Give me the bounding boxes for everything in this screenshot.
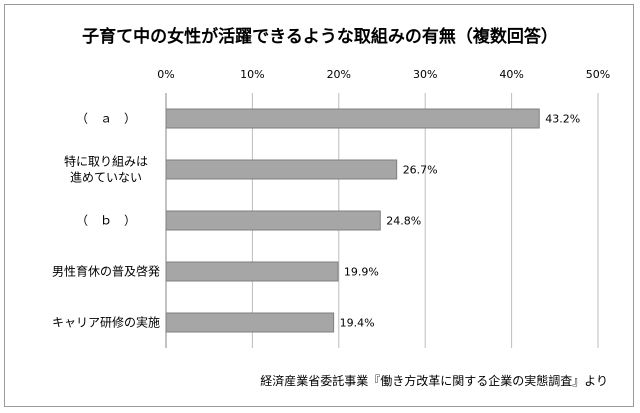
chart-frame <box>4 4 634 407</box>
category-label-1-line-0: 特に取り組みは <box>64 154 148 169</box>
value-label-0: 43.2% <box>545 113 580 126</box>
value-label-3: 19.9% <box>344 266 379 279</box>
category-label-4: キャリア研修の実施 <box>52 315 160 330</box>
source-note: 経済産業省委託事業『働き方改革に関する企業の実態調査』より <box>260 374 608 388</box>
tick-label-0: 0% <box>157 68 174 81</box>
value-label-2: 24.8% <box>386 215 421 228</box>
category-label-1-line-1: 進めていない <box>70 171 142 185</box>
tick-label-3: 30% <box>413 68 437 81</box>
category-label-3: 男性育休の普及啓発 <box>52 264 160 279</box>
tick-label-5: 50% <box>586 68 610 81</box>
bar-0 <box>165 108 540 129</box>
tick-label-4: 40% <box>499 68 523 81</box>
bar-1 <box>165 159 398 180</box>
bar-3 <box>165 261 339 282</box>
value-label-4: 19.4% <box>340 317 375 330</box>
tick-label-2: 20% <box>327 68 351 81</box>
chart-title: 子育て中の女性が活躍できるような取組みの有無（複数回答） <box>82 27 558 47</box>
bar-4 <box>165 312 335 333</box>
bar-2 <box>165 210 381 231</box>
tick-label-1: 10% <box>240 68 264 81</box>
value-label-1: 26.7% <box>403 164 438 177</box>
category-label-0: （ ａ ） <box>76 112 136 126</box>
category-label-2: （ ｂ ） <box>76 214 136 228</box>
